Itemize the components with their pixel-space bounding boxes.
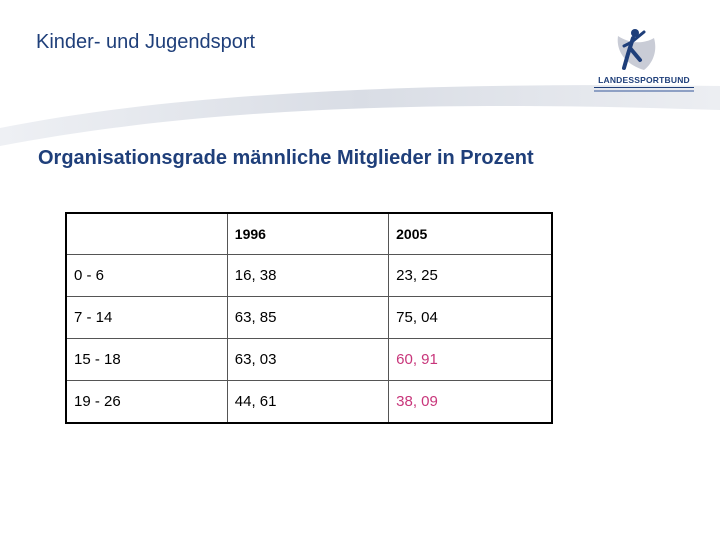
logo-tagline-bar xyxy=(594,90,694,92)
value-2005-cell: 23, 25 xyxy=(388,254,553,297)
value-2005-cell: 38, 09 xyxy=(388,380,553,424)
table-header-row: 1996 2005 xyxy=(65,212,553,255)
table-row: 15 - 18 63, 03 60, 91 xyxy=(65,338,553,381)
logo-underline xyxy=(594,87,694,88)
header-swoosh xyxy=(0,85,720,146)
age-group-cell: 7 - 14 xyxy=(65,296,228,339)
value-1996-cell: 16, 38 xyxy=(226,254,390,297)
column-header-2005: 2005 xyxy=(388,212,553,255)
value-2005-cell: 60, 91 xyxy=(388,338,553,381)
column-header-1996: 1996 xyxy=(226,212,390,255)
value-1996-cell: 63, 03 xyxy=(226,338,390,381)
table-heading: Organisationsgrade männliche Mitglieder … xyxy=(38,147,534,169)
value-2005-cell: 75, 04 xyxy=(388,296,553,339)
running-figure-logo-icon xyxy=(617,29,656,70)
landessportbund-logo: LANDESSPORTBUND xyxy=(588,24,700,96)
table-row: 0 - 6 16, 38 23, 25 xyxy=(65,254,553,297)
age-group-cell: 0 - 6 xyxy=(65,254,228,297)
value-1996-cell: 44, 61 xyxy=(226,380,390,424)
age-group-cell: 15 - 18 xyxy=(65,338,228,381)
logo-text: LANDESSPORTBUND xyxy=(598,75,690,85)
membership-table: 1996 2005 0 - 6 16, 38 23, 25 7 - 14 63,… xyxy=(65,212,553,424)
age-group-cell: 19 - 26 xyxy=(65,380,228,424)
column-header-age xyxy=(65,212,228,255)
value-1996-cell: 63, 85 xyxy=(226,296,390,339)
table-row: 19 - 26 44, 61 38, 09 xyxy=(65,380,553,424)
table-row: 7 - 14 63, 85 75, 04 xyxy=(65,296,553,339)
slide-title: Kinder- und Jugendsport xyxy=(36,31,256,53)
